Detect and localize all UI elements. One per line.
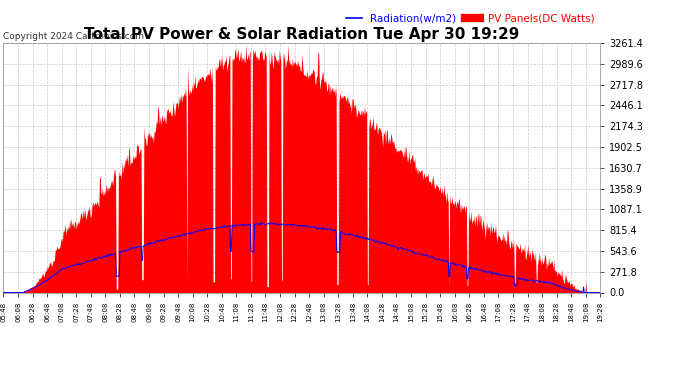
Text: Copyright 2024 Cartronics.com: Copyright 2024 Cartronics.com	[3, 32, 144, 40]
Title: Total PV Power & Solar Radiation Tue Apr 30 19:29: Total PV Power & Solar Radiation Tue Apr…	[84, 27, 520, 42]
Legend: Radiation(w/m2), PV Panels(DC Watts): Radiation(w/m2), PV Panels(DC Watts)	[346, 13, 595, 23]
